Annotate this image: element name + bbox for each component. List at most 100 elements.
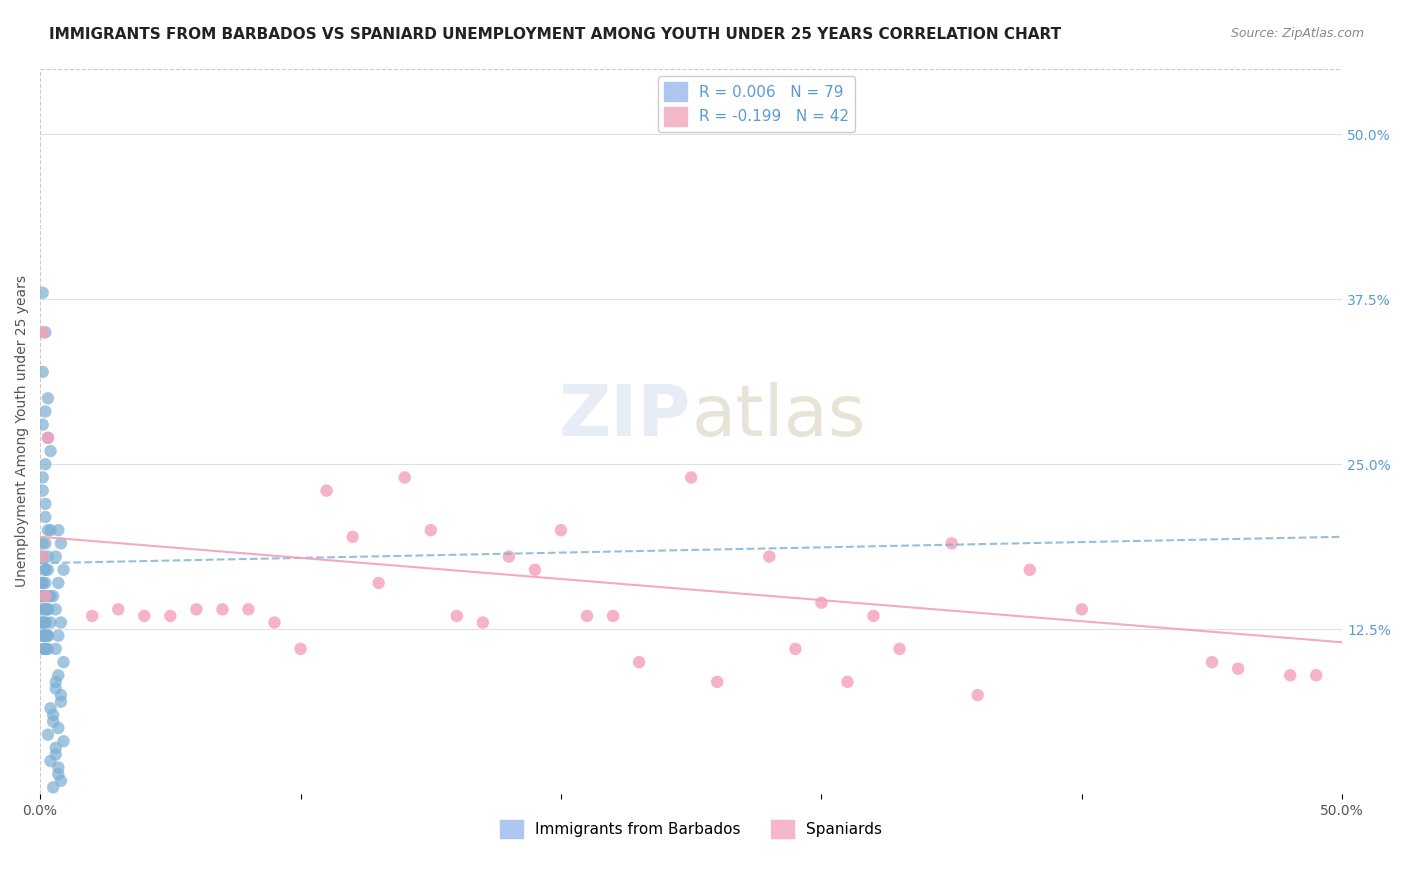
- Point: [1227, 662, 1250, 676]
- Point: [471, 615, 494, 630]
- Text: ZIP: ZIP: [560, 383, 692, 451]
- Point: [34, 589, 56, 603]
- Text: IMMIGRANTS FROM BARBADOS VS SPANIARD UNEMPLOYMENT AMONG YOUTH UNDER 25 YEARS COR: IMMIGRANTS FROM BARBADOS VS SPANIARD UNE…: [49, 27, 1062, 42]
- Point: [31, 615, 53, 630]
- Point: [49, 536, 72, 550]
- Point: [37, 392, 59, 406]
- Point: [45, 747, 67, 762]
- Point: [263, 615, 285, 630]
- Point: [52, 734, 75, 748]
- Point: [290, 641, 312, 656]
- Point: [52, 655, 75, 669]
- Point: [889, 641, 911, 656]
- Point: [550, 523, 572, 537]
- Point: [45, 549, 67, 564]
- Point: [34, 602, 56, 616]
- Point: [42, 780, 65, 795]
- Point: [46, 668, 69, 682]
- Point: [39, 589, 62, 603]
- Point: [42, 589, 65, 603]
- Point: [810, 596, 832, 610]
- Point: [45, 602, 67, 616]
- Point: [37, 629, 59, 643]
- Point: [49, 615, 72, 630]
- Point: [31, 536, 53, 550]
- Point: [39, 615, 62, 630]
- Point: [628, 655, 651, 669]
- Point: [42, 707, 65, 722]
- Point: [34, 497, 56, 511]
- Point: [34, 536, 56, 550]
- Point: [31, 576, 53, 591]
- Point: [39, 523, 62, 537]
- Text: Source: ZipAtlas.com: Source: ZipAtlas.com: [1230, 27, 1364, 40]
- Point: [34, 457, 56, 471]
- Point: [46, 629, 69, 643]
- Point: [45, 740, 67, 755]
- Point: [34, 629, 56, 643]
- Point: [34, 576, 56, 591]
- Point: [31, 641, 53, 656]
- Point: [342, 530, 364, 544]
- Point: [681, 470, 703, 484]
- Point: [498, 549, 520, 564]
- Point: [46, 576, 69, 591]
- Point: [34, 510, 56, 524]
- Point: [39, 444, 62, 458]
- Point: [39, 754, 62, 768]
- Point: [34, 326, 56, 340]
- Point: [42, 714, 65, 729]
- Text: atlas: atlas: [692, 383, 866, 451]
- Point: [37, 641, 59, 656]
- Point: [1018, 563, 1040, 577]
- Point: [31, 365, 53, 379]
- Point: [1070, 602, 1092, 616]
- Point: [31, 602, 53, 616]
- Point: [37, 523, 59, 537]
- Point: [45, 674, 67, 689]
- Point: [966, 688, 988, 702]
- Point: [1279, 668, 1302, 682]
- Point: [862, 609, 884, 624]
- Point: [34, 641, 56, 656]
- Point: [394, 470, 416, 484]
- Point: [31, 417, 53, 432]
- Point: [238, 602, 260, 616]
- Point: [31, 589, 53, 603]
- Point: [34, 404, 56, 418]
- Point: [315, 483, 337, 498]
- Point: [134, 609, 156, 624]
- Point: [159, 609, 181, 624]
- Point: [837, 674, 859, 689]
- Point: [31, 576, 53, 591]
- Point: [45, 641, 67, 656]
- Point: [45, 681, 67, 696]
- Point: [37, 728, 59, 742]
- Point: [34, 589, 56, 603]
- Point: [446, 609, 468, 624]
- Point: [37, 629, 59, 643]
- Point: [46, 721, 69, 735]
- Point: [49, 688, 72, 702]
- Point: [34, 641, 56, 656]
- Point: [37, 431, 59, 445]
- Point: [576, 609, 599, 624]
- Point: [82, 609, 104, 624]
- Point: [37, 602, 59, 616]
- Point: [706, 674, 728, 689]
- Point: [49, 773, 72, 788]
- Point: [186, 602, 208, 616]
- Point: [37, 589, 59, 603]
- Point: [31, 326, 53, 340]
- Point: [107, 602, 129, 616]
- Point: [31, 615, 53, 630]
- Point: [785, 641, 807, 656]
- Point: [31, 549, 53, 564]
- Point: [31, 285, 53, 300]
- Point: [31, 629, 53, 643]
- Point: [758, 549, 780, 564]
- Point: [1201, 655, 1223, 669]
- Point: [46, 767, 69, 781]
- Point: [941, 536, 963, 550]
- Point: [34, 615, 56, 630]
